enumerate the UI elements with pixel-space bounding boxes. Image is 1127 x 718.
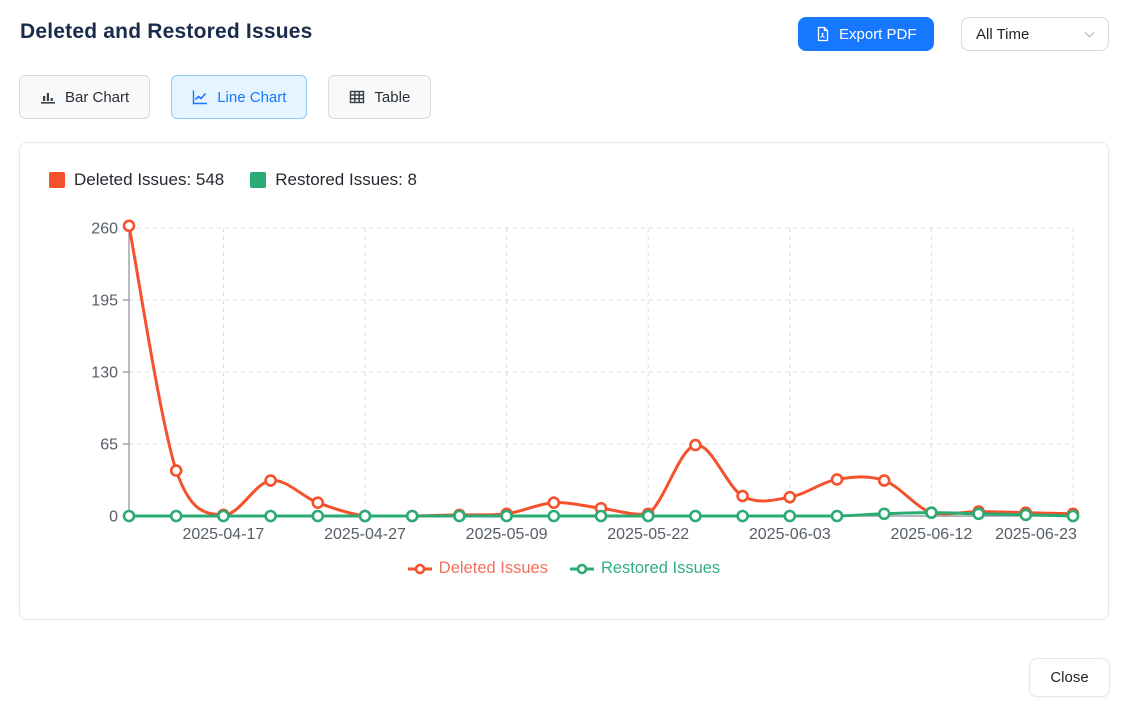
svg-text:130: 130 xyxy=(91,365,118,382)
time-range-select[interactable]: All Time xyxy=(961,17,1109,51)
svg-text:2025-06-23: 2025-06-23 xyxy=(995,526,1077,543)
export-pdf-button[interactable]: Export PDF xyxy=(798,17,934,51)
line-marker-icon xyxy=(407,563,432,574)
legend-deleted-label: Deleted Issues xyxy=(438,559,548,577)
svg-text:0: 0 xyxy=(109,509,118,526)
chevron-down-icon xyxy=(1083,28,1096,41)
svg-text:260: 260 xyxy=(91,221,118,238)
tab-table[interactable]: Table xyxy=(328,75,432,119)
close-button[interactable]: Close xyxy=(1029,658,1110,697)
summary-restored-label: Restored Issues: 8 xyxy=(275,170,418,189)
legend-restored-label: Restored Issues xyxy=(600,559,721,577)
table-icon xyxy=(349,89,365,105)
restored-swatch xyxy=(250,172,267,188)
svg-text:2025-05-22: 2025-05-22 xyxy=(607,526,689,543)
tab-line-chart-label: Line Chart xyxy=(217,88,287,106)
svg-text:2025-06-12: 2025-06-12 xyxy=(890,526,972,543)
svg-text:2025-04-17: 2025-04-17 xyxy=(182,526,264,543)
chart-card: Deleted Issues: 548 Restored Issues: 8 0… xyxy=(19,142,1109,620)
tab-bar-chart[interactable]: Bar Chart xyxy=(19,75,151,119)
time-range-value: All Time xyxy=(976,25,1030,43)
line-marker-icon xyxy=(569,563,594,574)
summary-legend: Deleted Issues: 548 Restored Issues: 8 xyxy=(49,170,417,190)
bar-chart-icon xyxy=(40,89,56,105)
legend-item-deleted[interactable]: Deleted Issues xyxy=(407,559,548,578)
line-chart-icon xyxy=(192,89,208,105)
line-chart-canvas: 0 65 130 195 260 2025-04-17 2025-04-27 2025-05-… xyxy=(91,219,1080,543)
legend-item-restored[interactable]: Restored Issues xyxy=(569,559,721,578)
export-pdf-label: Export PDF xyxy=(839,25,917,43)
chart-legend: Deleted Issues Restored Issues xyxy=(20,559,1108,578)
deleted-swatch xyxy=(49,172,65,188)
svg-text:2025-06-03: 2025-06-03 xyxy=(749,526,831,543)
svg-text:2025-04-27: 2025-04-27 xyxy=(324,526,406,543)
tab-bar-chart-label: Bar Chart xyxy=(65,88,130,106)
summary-deleted-label: Deleted Issues: 548 xyxy=(74,170,225,189)
svg-text:2025-05-09: 2025-05-09 xyxy=(466,526,548,543)
svg-text:195: 195 xyxy=(91,293,118,310)
summary-restored: Restored Issues: 8 xyxy=(250,170,417,190)
file-pdf-icon xyxy=(815,26,831,42)
summary-deleted: Deleted Issues: 548 xyxy=(49,170,224,190)
chart-view-tabs: Bar Chart Line Chart Table xyxy=(19,75,432,119)
tab-table-label: Table xyxy=(374,88,411,106)
tab-line-chart[interactable]: Line Chart xyxy=(171,75,308,119)
svg-text:65: 65 xyxy=(100,437,118,454)
page-title: Deleted and Restored Issues xyxy=(20,20,313,43)
